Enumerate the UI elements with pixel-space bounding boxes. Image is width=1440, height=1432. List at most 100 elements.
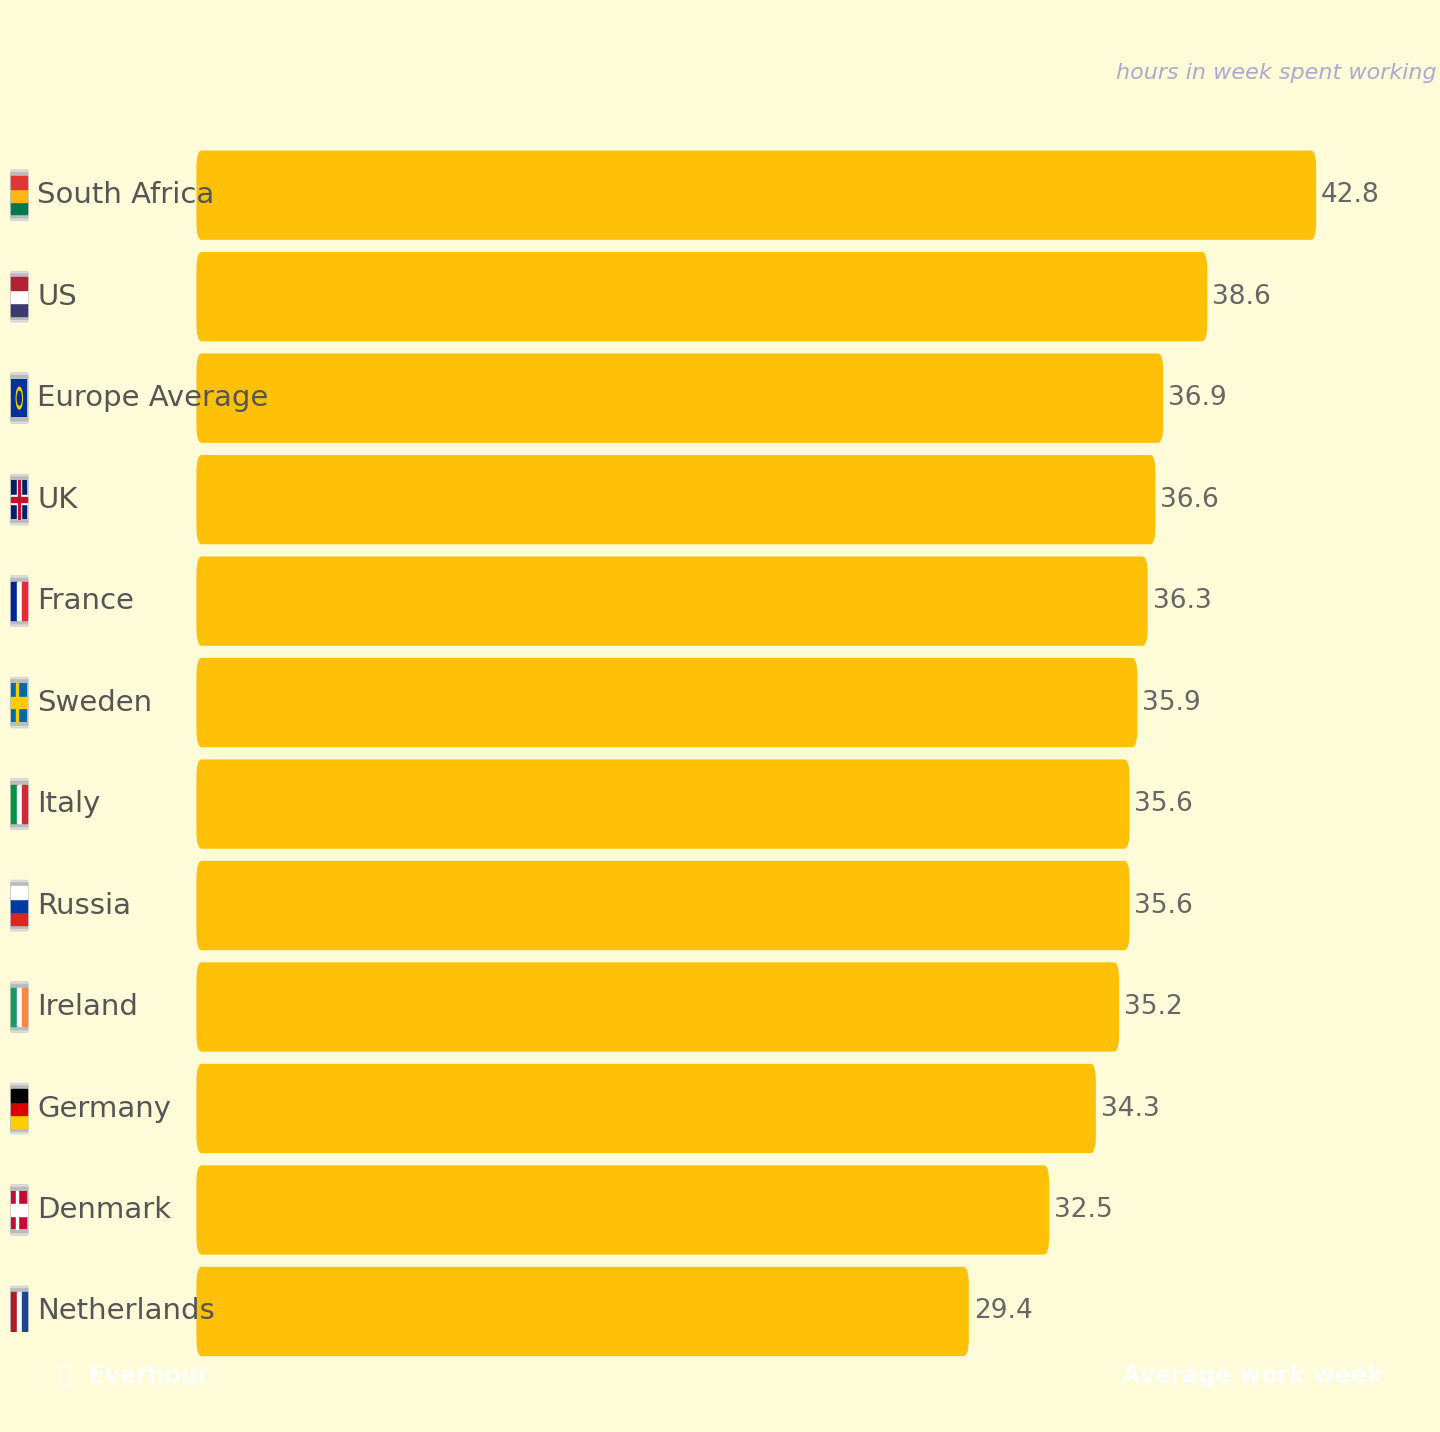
FancyBboxPatch shape — [10, 677, 29, 727]
Text: ⧖  Everhour: ⧖ Everhour — [58, 1365, 209, 1388]
Bar — [12, 912, 27, 925]
Bar — [12, 1090, 27, 1103]
Text: Germany: Germany — [37, 1094, 171, 1123]
FancyBboxPatch shape — [10, 170, 29, 221]
Text: Sweden: Sweden — [37, 689, 153, 716]
FancyBboxPatch shape — [196, 252, 1207, 341]
FancyBboxPatch shape — [12, 480, 27, 518]
Text: 35.2: 35.2 — [1125, 994, 1182, 1020]
FancyBboxPatch shape — [10, 271, 29, 322]
Text: 35.6: 35.6 — [1135, 790, 1194, 818]
Bar — [12, 1103, 27, 1116]
Bar — [12, 497, 27, 503]
Bar — [16, 1190, 19, 1229]
FancyBboxPatch shape — [12, 683, 27, 722]
FancyBboxPatch shape — [196, 150, 1316, 239]
Bar — [12, 1204, 27, 1216]
Bar — [12, 202, 27, 215]
Bar — [12, 304, 27, 316]
Bar — [17, 988, 22, 1027]
FancyBboxPatch shape — [10, 779, 29, 829]
Text: 35.6: 35.6 — [1135, 892, 1194, 918]
FancyBboxPatch shape — [10, 982, 29, 1032]
Bar — [12, 176, 27, 189]
Text: 38.6: 38.6 — [1212, 284, 1272, 309]
FancyBboxPatch shape — [10, 375, 29, 421]
FancyBboxPatch shape — [10, 1184, 29, 1236]
Bar — [12, 581, 17, 620]
FancyBboxPatch shape — [196, 354, 1164, 442]
Text: 34.3: 34.3 — [1100, 1095, 1159, 1121]
Text: Europe Average: Europe Average — [37, 384, 269, 412]
FancyBboxPatch shape — [10, 474, 29, 526]
FancyBboxPatch shape — [10, 881, 29, 931]
FancyBboxPatch shape — [196, 1166, 1050, 1254]
Text: 32.5: 32.5 — [1054, 1197, 1113, 1223]
FancyBboxPatch shape — [10, 984, 29, 1031]
Text: Netherlands: Netherlands — [37, 1297, 215, 1326]
Text: 36.9: 36.9 — [1168, 385, 1227, 411]
FancyBboxPatch shape — [10, 172, 29, 219]
Bar — [12, 278, 27, 291]
FancyBboxPatch shape — [10, 780, 29, 828]
Bar — [12, 785, 17, 823]
FancyBboxPatch shape — [196, 1064, 1096, 1153]
FancyBboxPatch shape — [10, 577, 29, 624]
FancyBboxPatch shape — [196, 962, 1119, 1051]
FancyBboxPatch shape — [10, 882, 29, 929]
Circle shape — [16, 387, 23, 410]
Bar — [12, 189, 27, 202]
Text: Denmark: Denmark — [37, 1196, 171, 1224]
Text: South Africa: South Africa — [37, 182, 215, 209]
FancyBboxPatch shape — [10, 274, 29, 319]
Bar — [22, 988, 27, 1027]
Text: UK: UK — [37, 485, 78, 514]
Bar — [12, 886, 27, 899]
FancyBboxPatch shape — [196, 759, 1129, 849]
Bar — [22, 581, 27, 620]
FancyBboxPatch shape — [196, 861, 1129, 951]
Text: 35.9: 35.9 — [1142, 690, 1201, 716]
FancyBboxPatch shape — [10, 679, 29, 726]
Text: Ireland: Ireland — [37, 992, 138, 1021]
Bar — [12, 988, 17, 1027]
Text: 36.3: 36.3 — [1152, 589, 1211, 614]
FancyBboxPatch shape — [196, 557, 1148, 646]
FancyBboxPatch shape — [10, 1289, 29, 1335]
FancyBboxPatch shape — [10, 1286, 29, 1337]
FancyBboxPatch shape — [10, 477, 29, 523]
Text: 42.8: 42.8 — [1320, 182, 1380, 208]
Bar — [12, 899, 27, 912]
FancyBboxPatch shape — [10, 1187, 29, 1233]
FancyBboxPatch shape — [196, 455, 1155, 544]
Bar — [17, 480, 22, 518]
Bar — [12, 1116, 27, 1128]
Text: hours in week spent working: hours in week spent working — [1116, 63, 1437, 83]
FancyBboxPatch shape — [10, 372, 29, 424]
FancyBboxPatch shape — [12, 379, 27, 417]
Text: Average work week: Average work week — [1122, 1365, 1382, 1388]
FancyBboxPatch shape — [196, 1267, 969, 1356]
Bar — [12, 1292, 17, 1330]
Text: Italy: Italy — [37, 790, 101, 818]
Circle shape — [17, 391, 22, 405]
Bar — [17, 785, 22, 823]
FancyBboxPatch shape — [196, 657, 1138, 748]
Text: Russia: Russia — [37, 892, 131, 919]
Bar — [12, 291, 27, 304]
Bar — [12, 697, 27, 709]
Bar — [22, 1292, 27, 1330]
FancyBboxPatch shape — [10, 1085, 29, 1131]
Text: US: US — [37, 282, 78, 311]
Bar — [17, 581, 22, 620]
Bar — [19, 480, 20, 518]
Text: 29.4: 29.4 — [973, 1299, 1032, 1325]
Bar — [12, 495, 27, 504]
Bar — [17, 1292, 22, 1330]
FancyBboxPatch shape — [12, 1190, 27, 1229]
Bar — [22, 785, 27, 823]
FancyBboxPatch shape — [10, 576, 29, 626]
Bar — [16, 683, 19, 722]
FancyBboxPatch shape — [10, 1083, 29, 1134]
Text: 36.6: 36.6 — [1161, 487, 1220, 513]
